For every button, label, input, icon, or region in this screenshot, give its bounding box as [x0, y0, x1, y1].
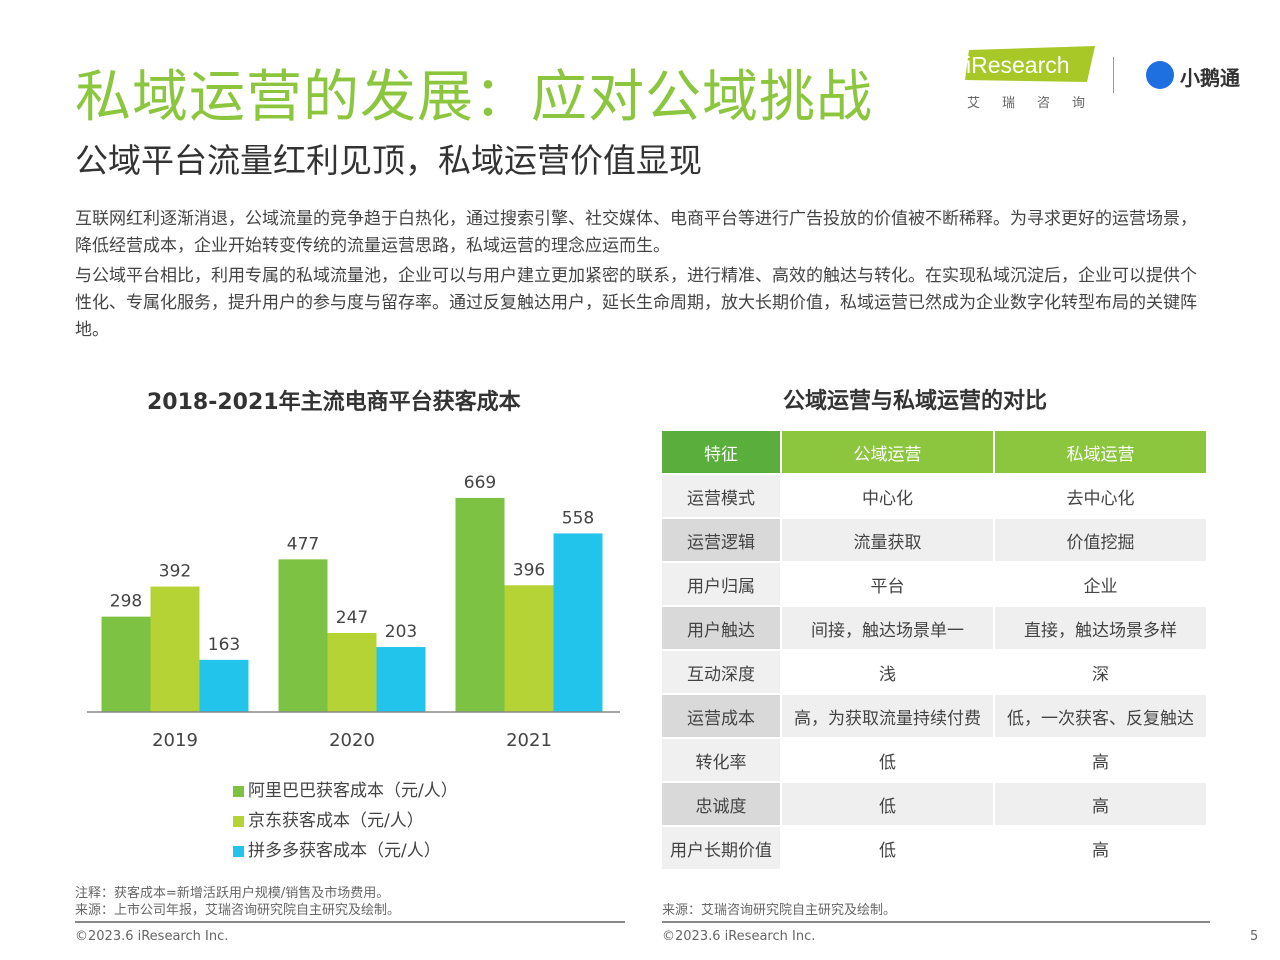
cell-private: 低，一次获客、反复触达: [995, 695, 1206, 737]
data-label: 247: [336, 608, 368, 628]
table-row: 用户归属 平台 企业: [662, 563, 1206, 605]
bar: [199, 659, 249, 712]
legend-swatch: [233, 845, 244, 857]
cell-private: 高: [995, 739, 1206, 781]
legend-label: 京东获客成本（元/人）: [248, 811, 424, 831]
cell-feature: 运营成本: [662, 695, 780, 737]
cell-private: 深: [995, 651, 1206, 693]
logo-divider: [1113, 57, 1114, 93]
comparison-table: 特征 公域运营 私域运营 运营模式 中心化 去中心化 运营逻辑 流量获取 价值挖掘 用户归属…: [660, 429, 1208, 871]
data-label: 477: [287, 534, 319, 554]
cell-public: 平台: [782, 563, 993, 605]
cell-feature: 用户归属: [662, 563, 780, 605]
cell-public: 低: [782, 783, 993, 825]
cell-private: 价值挖掘: [995, 519, 1206, 561]
table-row: 运营模式 中心化 去中心化: [662, 475, 1206, 517]
chart-title: 2018-2021年主流电商平台获客成本: [147, 390, 521, 415]
header-public: 公域运营: [782, 431, 993, 473]
bar: [376, 647, 426, 712]
bar: [101, 616, 151, 712]
xiaoetong-logo-icon: [1146, 61, 1174, 89]
cell-public: 流量获取: [782, 519, 993, 561]
footer-divider-left: [75, 921, 625, 923]
cell-feature: 转化率: [662, 739, 780, 781]
legend-swatch: [233, 785, 244, 797]
bar: [455, 497, 505, 712]
iresearch-logo-cn: 艾瑞咨询: [967, 96, 1108, 111]
table-row: 运营成本 高，为获取流量持续付费 低，一次获客、反复触达: [662, 695, 1206, 737]
legend-item-pdd: 拼多多获客成本（元/人）: [233, 836, 441, 861]
iresearch-logo-text: iResearch: [966, 52, 1070, 78]
cell-public: 间接，触达场景单一: [782, 607, 993, 649]
cell-feature: 互动深度: [662, 651, 780, 693]
intro-paragraph-2: 与公域平台相比，利用专属的私域流量池，企业可以与用户建立更加紧密的联系，进行精准…: [75, 266, 1197, 340]
x-tick-label: 2020: [329, 730, 375, 751]
page-number: 5: [1250, 929, 1259, 944]
copyright-left: ©2023.6 iResearch Inc.: [75, 929, 229, 944]
x-tick-label: 2019: [152, 730, 198, 751]
bar: [278, 559, 328, 712]
table-row: 用户长期价值低高: [662, 827, 1206, 869]
data-label: 396: [513, 560, 545, 580]
bar: [553, 533, 603, 712]
x-tick-label: 2021: [506, 730, 552, 751]
data-label: 163: [208, 635, 240, 655]
table-header-row: 特征 公域运营 私域运营: [662, 431, 1206, 473]
cell-public: 高，为获取流量持续付费: [782, 695, 993, 737]
legend-label: 阿里巴巴获客成本（元/人）: [248, 781, 458, 801]
header-private: 私域运营: [995, 431, 1206, 473]
table-row: 用户触达 间接，触达场景单一 直接，触达场景多样: [662, 607, 1206, 649]
cell-feature: 用户长期价值: [662, 827, 780, 869]
page-subtitle: 公域平台流量红利见顶，私域运营价值显现: [75, 141, 702, 180]
cell-public: 浅: [782, 651, 993, 693]
intro-paragraph-1: 互联网红利逐渐消退，公域流量的竞争趋于白热化，通过搜索引擎、社交媒体、电商平台等…: [75, 209, 1197, 256]
bar-chart: 298 477 669 392 247 396 163 203 558 2019 2020 2021: [87, 473, 620, 751]
legend-item-jd: 京东获客成本（元/人）: [233, 806, 424, 831]
data-label: 392: [159, 562, 191, 582]
cell-private: 企业: [995, 563, 1206, 605]
data-label: 298: [110, 592, 142, 612]
footer-divider-right: [662, 921, 1210, 923]
bar: [150, 586, 200, 712]
data-label: 558: [562, 508, 594, 528]
cell-public: 中心化: [782, 475, 993, 517]
bar: [327, 632, 377, 712]
page-title: 私域运营的发展：应对公域挑战: [75, 65, 873, 130]
cell-feature: 运营逻辑: [662, 519, 780, 561]
cell-public: 低: [782, 739, 993, 781]
legend-swatch: [233, 815, 244, 827]
cell-feature: 用户触达: [662, 607, 780, 649]
data-label: 203: [385, 622, 417, 642]
cell-private: 高: [995, 827, 1206, 869]
data-label: 669: [464, 473, 496, 493]
cell-private: 去中心化: [995, 475, 1206, 517]
xiaoetong-logo-text: 小鹅通: [1180, 66, 1240, 90]
cell-private: 直接，触达场景多样: [995, 607, 1206, 649]
table-row: 忠诚度低高: [662, 783, 1206, 825]
legend-label: 拼多多获客成本（元/人）: [248, 841, 441, 861]
cell-public: 低: [782, 827, 993, 869]
source-right: 来源：艾瑞咨询研究院自主研究及绘制。: [662, 903, 897, 918]
note-text: 注释：获客成本=新增活跃用户规模/销售及市场费用。: [75, 886, 390, 901]
cell-feature: 运营模式: [662, 475, 780, 517]
cell-feature: 忠诚度: [662, 783, 780, 825]
header-feature: 特征: [662, 431, 780, 473]
bar: [504, 585, 554, 712]
iresearch-logo: [965, 46, 1095, 82]
legend-item-alibaba: 阿里巴巴获客成本（元/人）: [233, 776, 458, 801]
table-row: 运营逻辑 流量获取 价值挖掘: [662, 519, 1206, 561]
source-left: 来源：上市公司年报，艾瑞咨询研究院自主研究及绘制。: [75, 903, 401, 918]
cell-private: 高: [995, 783, 1206, 825]
copyright-right: ©2023.6 iResearch Inc.: [662, 929, 816, 944]
table-title: 公域运营与私域运营的对比: [783, 389, 1048, 414]
table-row: 转化率低高: [662, 739, 1206, 781]
table-row: 互动深度浅深: [662, 651, 1206, 693]
